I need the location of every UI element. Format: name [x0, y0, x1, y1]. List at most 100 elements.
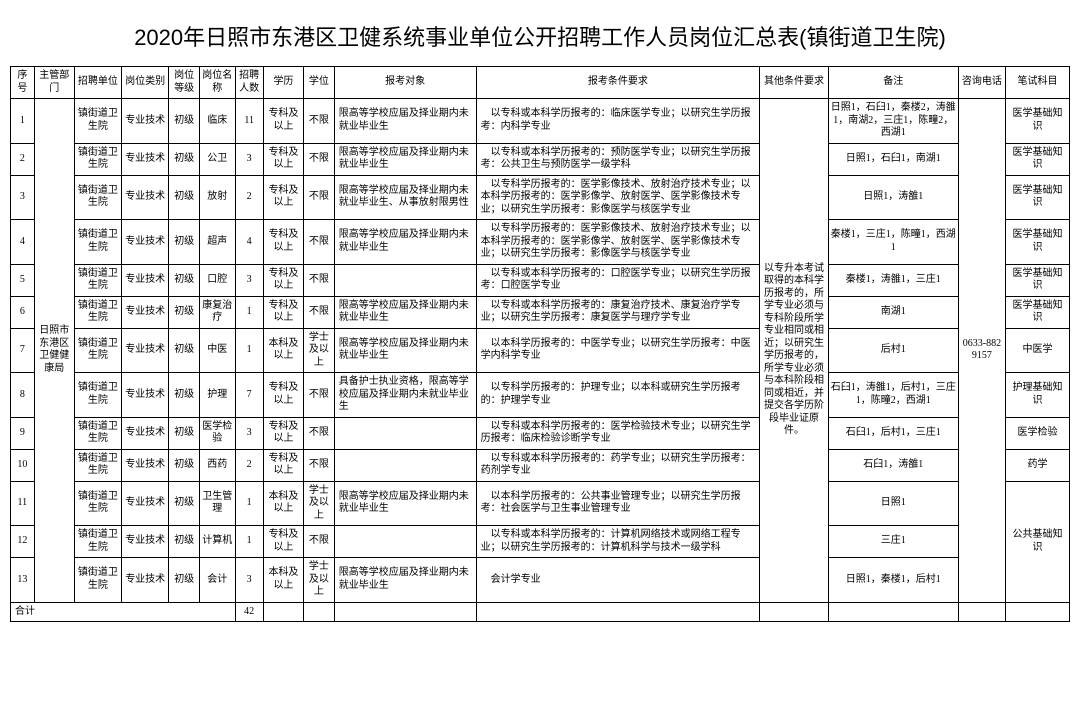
- table-cell: 专业技术: [122, 143, 169, 175]
- table-cell: 卫生管理: [200, 481, 235, 526]
- table-cell: 南湖1: [828, 296, 958, 328]
- table-cell: 镇街道卫生院: [74, 481, 121, 526]
- table-row: 2镇街道卫生院专业技术初级公卫3专科及以上不限限高等学校应届及择业期内未就业毕业…: [11, 143, 1070, 175]
- table-cell: 药学: [1006, 449, 1070, 481]
- table-cell: 专业技术: [122, 264, 169, 296]
- table-cell: 初级: [169, 526, 200, 558]
- table-cell: 三庄1: [828, 526, 958, 558]
- table-cell: 专业技术: [122, 175, 169, 220]
- table-cell: 13: [11, 558, 35, 603]
- table-cell: 医学检验: [200, 417, 235, 449]
- table-cell: 3: [235, 264, 263, 296]
- table-cell: 初级: [169, 143, 200, 175]
- table-cell: 初级: [169, 328, 200, 373]
- table-cell: 专科及以上: [263, 449, 303, 481]
- table-cell: 日照1: [828, 481, 958, 526]
- table-cell: 专科及以上: [263, 143, 303, 175]
- table-cell: 超声: [200, 220, 235, 265]
- table-cell: 医学检验: [1006, 417, 1070, 449]
- table-cell: 专业技术: [122, 373, 169, 418]
- total-number: 42: [235, 602, 263, 622]
- table-cell: 医学基础知识: [1006, 296, 1070, 328]
- table-cell: 专业技术: [122, 449, 169, 481]
- table-cell: 具备护士执业资格，限高等学校应届及择业期内未就业毕业生: [334, 373, 476, 418]
- table-cell: 医学基础知识: [1006, 264, 1070, 296]
- table-cell: 日照1，石臼1，秦楼2，涛雒1，南湖2，三庄1，陈疃2，西湖1: [828, 99, 958, 144]
- table-cell: 专科及以上: [263, 220, 303, 265]
- table-cell: 1: [235, 296, 263, 328]
- table-cell: 后村1: [828, 328, 958, 373]
- col-rem: 备注: [828, 67, 958, 99]
- table-cell: 不限: [304, 449, 335, 481]
- table-cell: 护理基础知识: [1006, 373, 1070, 418]
- table-row: 9镇街道卫生院专业技术初级医学检验3专科及以上不限 以专科或本科学历报考的：医学…: [11, 417, 1070, 449]
- table-cell: [304, 602, 335, 622]
- table-cell: 秦楼1，涛雒1，三庄1: [828, 264, 958, 296]
- table-cell: 限高等学校应届及择业期内未就业毕业生: [334, 296, 476, 328]
- table-cell: 3: [235, 417, 263, 449]
- table-cell: 会计学专业: [476, 558, 760, 603]
- col-name: 岗位名称: [200, 67, 235, 99]
- table-cell: 专业技术: [122, 526, 169, 558]
- table-cell: 初级: [169, 296, 200, 328]
- table-cell: 限高等学校应届及择业期内未就业毕业生: [334, 558, 476, 603]
- table-row: 6镇街道卫生院专业技术初级康复治疗1专科及以上不限限高等学校应届及择业期内未就业…: [11, 296, 1070, 328]
- table-cell: 专科及以上: [263, 99, 303, 144]
- table-cell: 11: [11, 481, 35, 526]
- table-row: 10镇街道卫生院专业技术初级西药2专科及以上不限 以专科或本科学历报考的：药学专…: [11, 449, 1070, 481]
- col-edu: 学历: [263, 67, 303, 99]
- table-cell: [1006, 602, 1070, 622]
- table-cell: 医学基础知识: [1006, 175, 1070, 220]
- table-cell: 不限: [304, 220, 335, 265]
- table-cell: 专科及以上: [263, 296, 303, 328]
- col-obj: 报考对象: [334, 67, 476, 99]
- table-cell: 0633-8829157: [958, 99, 1005, 603]
- table-cell: 专业技术: [122, 296, 169, 328]
- table-cell: 3: [235, 558, 263, 603]
- table-cell: 11: [235, 99, 263, 144]
- table-cell: 以专科或本科学历报考的：药学专业；以研究生学历报考：药剂学专业: [476, 449, 760, 481]
- table-cell: [958, 602, 1005, 622]
- table-cell: 镇街道卫生院: [74, 264, 121, 296]
- table-cell: 中医: [200, 328, 235, 373]
- table-cell: 镇街道卫生院: [74, 220, 121, 265]
- table-cell: 以专升本考试取得的本科学历报考的，所学专业必须与专科阶段所学专业相同或相近；以研…: [760, 99, 829, 603]
- table-cell: 秦楼1，三庄1，陈疃1，西湖1: [828, 220, 958, 265]
- table-cell: 专业技术: [122, 558, 169, 603]
- table-cell: 医学基础知识: [1006, 99, 1070, 144]
- table-cell: 以专科学历报考的：医学影像技术、放射治疗技术专业；以本科学历报考的：医学影像学、…: [476, 175, 760, 220]
- table-cell: 镇街道卫生院: [74, 143, 121, 175]
- table-cell: 限高等学校应届及择业期内未就业毕业生、从事放射限男性: [334, 175, 476, 220]
- table-cell: 初级: [169, 558, 200, 603]
- table-cell: [334, 264, 476, 296]
- table-cell: 4: [235, 220, 263, 265]
- table-cell: 学士及以上: [304, 481, 335, 526]
- table-cell: 4: [11, 220, 35, 265]
- table-cell: 本科及以上: [263, 481, 303, 526]
- table-cell: 专科及以上: [263, 417, 303, 449]
- table-cell: 不限: [304, 175, 335, 220]
- table-cell: 镇街道卫生院: [74, 449, 121, 481]
- table-cell: 3: [11, 175, 35, 220]
- table-cell: 镇街道卫生院: [74, 526, 121, 558]
- table-cell: 镇街道卫生院: [74, 175, 121, 220]
- table-cell: 公共基础知识: [1006, 481, 1070, 602]
- table-cell: 以专科或本科学历报考的：口腔医学专业；以研究生学历报考：口腔医学专业: [476, 264, 760, 296]
- table-cell: 初级: [169, 449, 200, 481]
- table-cell: 初级: [169, 373, 200, 418]
- table-cell: 不限: [304, 373, 335, 418]
- table-cell: 1: [235, 526, 263, 558]
- table-cell: 9: [11, 417, 35, 449]
- table-cell: 初级: [169, 220, 200, 265]
- table-cell: 限高等学校应届及择业期内未就业毕业生: [334, 328, 476, 373]
- table-cell: 护理: [200, 373, 235, 418]
- table-row: 3镇街道卫生院专业技术初级放射2专科及以上不限限高等学校应届及择业期内未就业毕业…: [11, 175, 1070, 220]
- page-title: 2020年日照市东港区卫健系统事业单位公开招聘工作人员岗位汇总表(镇街道卫生院): [10, 20, 1070, 52]
- table-row: 1日照市东港区卫健健康局镇街道卫生院专业技术初级临床11专科及以上不限限高等学校…: [11, 99, 1070, 144]
- table-cell: 口腔: [200, 264, 235, 296]
- table-cell: 西药: [200, 449, 235, 481]
- table-cell: [760, 602, 829, 622]
- col-oth: 其他条件要求: [760, 67, 829, 99]
- table-cell: 限高等学校应届及择业期内未就业毕业生: [334, 220, 476, 265]
- table-cell: 以专科或本科学历报考的：医学检验技术专业；以研究生学历报考：临床检验诊断学专业: [476, 417, 760, 449]
